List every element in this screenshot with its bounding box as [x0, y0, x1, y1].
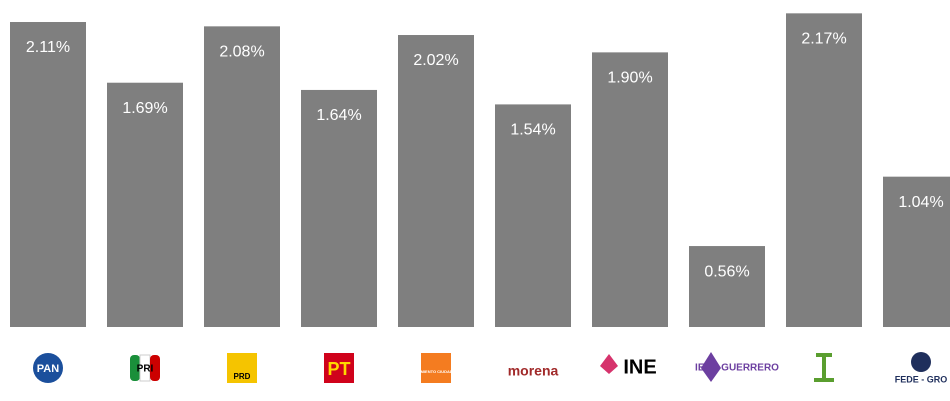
logo-shape: [822, 356, 826, 380]
logo-text: PRD: [234, 372, 251, 381]
party-logo: INE: [600, 354, 657, 378]
data-label: 1.69%: [122, 100, 167, 117]
bar: [883, 176, 950, 327]
data-label: 2.08%: [219, 44, 264, 61]
data-label: 1.64%: [316, 107, 361, 124]
logo-shape: [814, 378, 834, 382]
data-label: 0.56%: [704, 263, 749, 280]
logo-shape: [816, 353, 832, 357]
party-logo: PRI: [130, 354, 160, 382]
logo-shape: [33, 353, 63, 383]
party-logo: MOVIMIENTO CIUDADANO: [410, 353, 462, 383]
bar: [495, 104, 571, 328]
party-logo: [814, 353, 834, 382]
bar: [107, 82, 183, 327]
logo-shape: [324, 353, 354, 383]
party-logo: FEDE - GRO: [895, 352, 948, 384]
data-label: 2.17%: [801, 31, 846, 48]
logo-text: INE: [623, 356, 656, 378]
logo-text: MOVIMIENTO CIUDADANO: [410, 369, 461, 374]
logo-shape: [911, 352, 931, 372]
bar: [398, 35, 474, 327]
bar: [204, 26, 280, 327]
logo-shape: [421, 353, 451, 383]
data-label: 1.90%: [607, 70, 652, 87]
logo-shape: [600, 354, 618, 374]
data-label: 1.54%: [510, 122, 555, 139]
data-label: 1.04%: [898, 194, 943, 211]
logo-shape: [130, 355, 140, 381]
logo-text: PAN: [37, 363, 59, 375]
logo-shape: [150, 355, 160, 381]
party-logo: morena: [508, 363, 559, 379]
party-logo: PAN: [33, 353, 63, 383]
logo-text: PRI: [137, 364, 154, 375]
logo-text: morena: [508, 363, 559, 379]
logo-text: PT: [327, 359, 350, 379]
logo-text: FEDE - GRO: [895, 374, 948, 384]
party-logo: IEPC GUERRERO: [695, 352, 779, 382]
party-logo: PT: [324, 353, 354, 383]
bar: [592, 52, 668, 327]
party-logo: PRD: [227, 353, 257, 383]
logo-shape: [227, 353, 257, 383]
bar: [689, 246, 765, 327]
logo-shape: [701, 352, 721, 382]
bar: [10, 22, 86, 327]
data-label: 2.11%: [26, 39, 70, 56]
logo-text: IEPC GUERRERO: [695, 363, 779, 374]
bar: [301, 89, 377, 327]
bar: [786, 13, 862, 327]
data-label: 2.02%: [413, 52, 458, 69]
